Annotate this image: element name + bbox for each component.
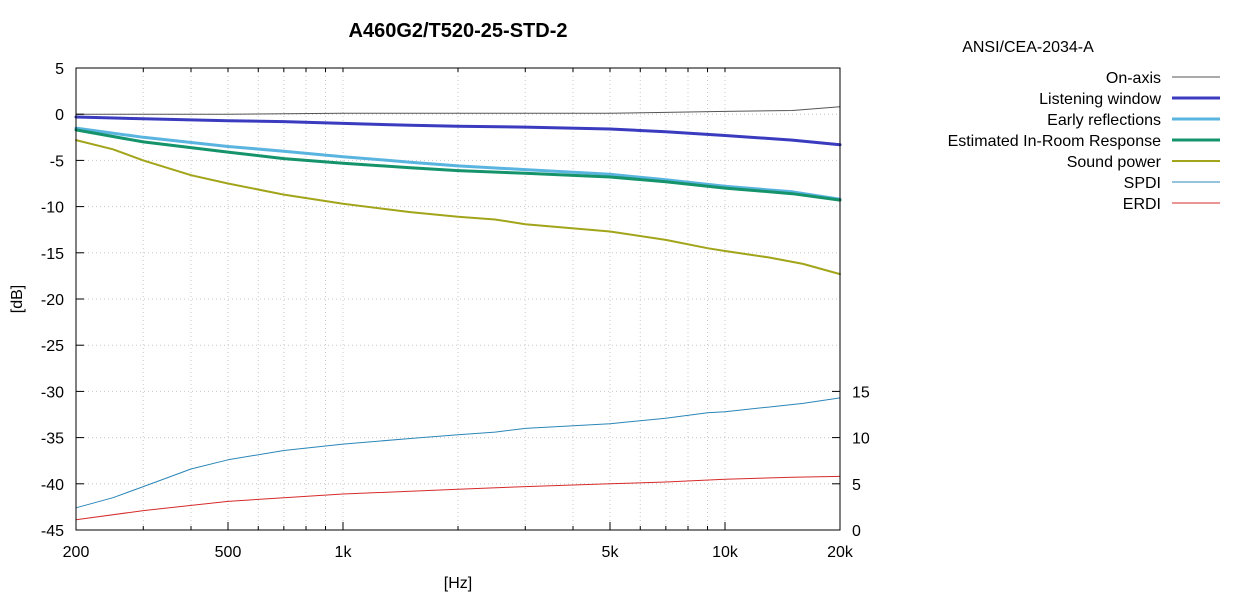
- chart-title: A460G2/T520-25-STD-2: [349, 20, 568, 42]
- y-tick-label: -5: [50, 153, 64, 170]
- series-line-spdi: [75, 397, 841, 509]
- y-axis-label: [dB]: [9, 285, 26, 313]
- series-line-listening-window: [74, 115, 842, 147]
- x-tick-label: 200: [63, 544, 90, 561]
- x-tick-label: 500: [215, 544, 242, 561]
- y-tick-label: 5: [55, 61, 64, 78]
- series-line-estimated-in-room-response: [74, 128, 842, 202]
- series-line-on-axis: [75, 106, 841, 115]
- y-tick-label: -15: [41, 246, 64, 263]
- axis-ticks: 200 500 1k 5k 10k 20k 5 0 -5 -10 -15 -20 -25 -30 -35 -4…: [41, 61, 870, 561]
- x-axis-label: [Hz]: [444, 575, 472, 592]
- y2-tick-label: 5: [852, 477, 861, 494]
- y2-tick-label: 10: [852, 431, 870, 448]
- y-tick-label: -45: [41, 523, 64, 540]
- legend-label: SPDI: [1124, 175, 1161, 192]
- y-tick-label: -40: [41, 477, 64, 494]
- series-line-early-reflections: [74, 126, 842, 201]
- y-tick-label: -20: [41, 292, 64, 309]
- legend: On-axis Listening window Early reflections…: [948, 70, 1220, 213]
- legend-label: Listening window: [1039, 91, 1161, 108]
- x-tick-label: 10k: [712, 544, 739, 561]
- x-tick-label: 1k: [335, 544, 353, 561]
- y2-tick-label: 0: [852, 523, 861, 540]
- legend-label: Early reflections: [1047, 112, 1161, 129]
- legend-label: ERDI: [1123, 196, 1161, 213]
- y-tick-label: 0: [55, 107, 64, 124]
- standard-label: ANSI/CEA-2034-A: [962, 39, 1094, 56]
- legend-label: On-axis: [1106, 70, 1161, 87]
- y-tick-label: -30: [41, 384, 64, 401]
- legend-label: Estimated In-Room Response: [948, 133, 1162, 150]
- series-lines: [74, 106, 842, 521]
- series-line-erdi: [75, 475, 841, 521]
- x-tick-label: 5k: [602, 544, 620, 561]
- x-tick-label: 20k: [827, 544, 854, 561]
- y2-tick-label: 15: [852, 384, 870, 401]
- grid: [76, 68, 840, 530]
- y-tick-label: -10: [41, 200, 64, 217]
- y-tick-label: -35: [41, 431, 64, 448]
- y-tick-label: -25: [41, 338, 64, 355]
- legend-label: Sound power: [1067, 154, 1162, 171]
- series-line-sound-power: [75, 139, 841, 276]
